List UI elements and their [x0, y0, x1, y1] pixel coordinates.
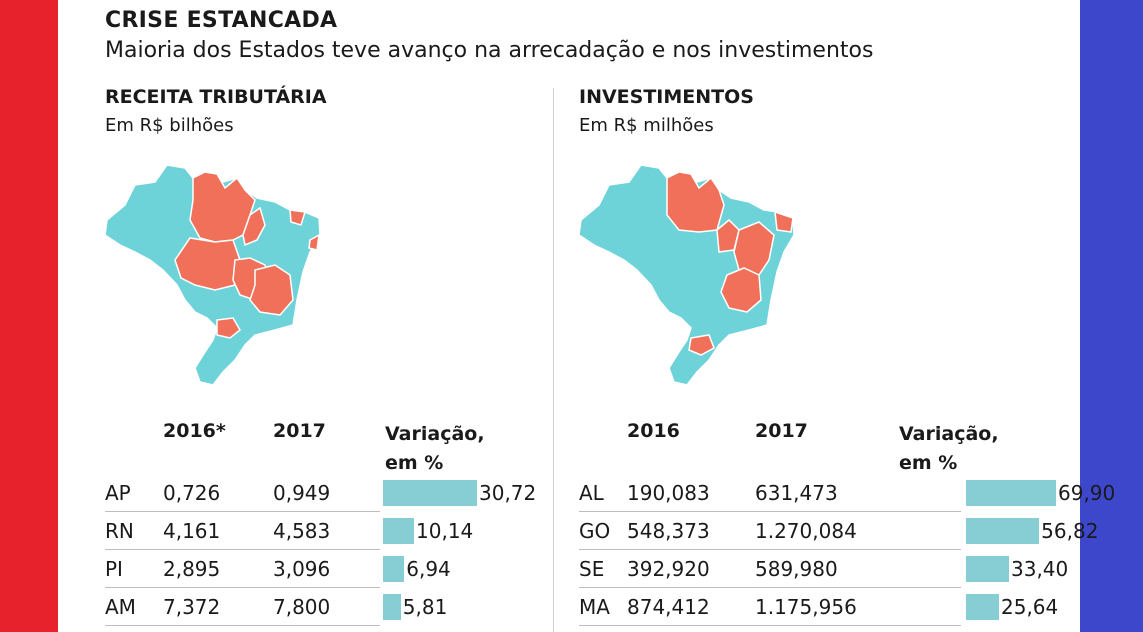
variation-bar [966, 594, 999, 620]
left-color-stripe [0, 0, 58, 632]
col-header-variacao-line1: Variação, [899, 423, 999, 445]
row-separator [105, 511, 380, 512]
value-2017: 0,949 [273, 481, 331, 505]
row-separator [105, 587, 380, 588]
value-2016: 4,161 [163, 519, 221, 543]
infographic-subtitle: Maioria dos Estados teve avanço na arrec… [105, 38, 874, 63]
chart-investimentos: INVESTIMENTOS Em R$ milhões 2016 2017 Va… [579, 0, 1115, 632]
col-header-2017: 2017 [273, 420, 326, 442]
value-2017: 589,980 [755, 557, 838, 581]
value-2017: 1.270,084 [755, 519, 857, 543]
chart-unit: Em R$ milhões [579, 115, 714, 136]
row-separator [105, 625, 380, 626]
map-region-ne [289, 209, 306, 226]
variation-bar [966, 480, 1056, 506]
table-row: AL 190,083 631,473 69,90 [579, 475, 1115, 512]
table-row: RN 4,161 4,583 10,14 [105, 513, 575, 550]
state-code: AM [105, 595, 136, 619]
brazil-map [105, 164, 321, 386]
variation-label: 10,14 [416, 519, 474, 543]
state-code: GO [579, 519, 611, 543]
state-code: MA [579, 595, 610, 619]
variation-label: 56,82 [1041, 519, 1099, 543]
col-header-variacao: Variação, em % [899, 420, 999, 478]
brazil-map [579, 164, 795, 386]
right-color-stripe [1080, 0, 1143, 632]
col-header-2017: 2017 [755, 420, 808, 442]
chart-title: RECEITA TRIBUTÁRIA [105, 86, 327, 108]
state-code: AL [579, 481, 604, 505]
col-header-variacao-line2: em % [899, 452, 958, 474]
chart-receita-tributaria: RECEITA TRIBUTÁRIA Em R$ bilhões 2016* 2… [105, 0, 575, 632]
map-region-south [216, 317, 241, 339]
map-region-ne [774, 210, 794, 233]
variation-label: 25,64 [1001, 595, 1059, 619]
state-code: RN [105, 519, 134, 543]
variation-bar [383, 480, 477, 506]
variation-label: 69,90 [1058, 481, 1116, 505]
value-2016: 2,895 [163, 557, 221, 581]
state-code: PI [105, 557, 123, 581]
col-header-variacao-line1: Variação, [385, 423, 485, 445]
col-header-variacao-line2: em % [385, 452, 444, 474]
map-region-minas [249, 264, 294, 316]
table-row: AP 0,726 0,949 30,72 [105, 475, 575, 512]
map-region-minas [720, 267, 762, 313]
map-region-para [666, 171, 725, 233]
chart-title: INVESTIMENTOS [579, 86, 754, 108]
variation-label: 5,81 [402, 595, 448, 619]
variation-bar [383, 594, 401, 620]
row-separator [579, 625, 961, 626]
map-region-maranhao [242, 206, 266, 247]
value-2016: 548,373 [627, 519, 710, 543]
state-code: SE [579, 557, 605, 581]
value-2017: 7,800 [273, 595, 331, 619]
value-2017: 3,096 [273, 557, 331, 581]
value-2016: 0,726 [163, 481, 221, 505]
table-row: SE 392,920 589,980 33,40 [579, 551, 1068, 588]
row-separator [105, 549, 380, 550]
chart-unit: Em R$ bilhões [105, 115, 234, 136]
infographic-panel: CRISE ESTANCADA Maioria dos Estados teve… [58, 0, 1115, 632]
variation-label: 30,72 [479, 481, 537, 505]
col-header-2016: 2016* [163, 420, 226, 442]
value-2016: 190,083 [627, 481, 710, 505]
value-2017: 631,473 [755, 481, 838, 505]
row-separator [579, 587, 961, 588]
value-2017: 4,583 [273, 519, 331, 543]
value-2016: 874,412 [627, 595, 710, 619]
col-header-2016: 2016 [627, 420, 680, 442]
table-row: AM 7,372 7,800 5,81 [105, 589, 575, 626]
variation-bar [383, 556, 405, 582]
table-row: PI 2,895 3,096 6,94 [105, 551, 575, 588]
infographic-title: CRISE ESTANCADA [105, 8, 338, 33]
row-separator [579, 511, 961, 512]
map-region-mato-grosso [174, 237, 241, 291]
value-2016: 7,372 [163, 595, 221, 619]
variation-label: 6,94 [406, 557, 451, 581]
table-row: GO 548,373 1.270,084 56,82 [579, 513, 1098, 550]
value-2016: 392,920 [627, 557, 710, 581]
variation-label: 33,40 [1011, 557, 1069, 581]
col-header-variacao: Variação, em % [385, 420, 485, 478]
variation-bar [966, 518, 1040, 544]
row-separator [579, 549, 961, 550]
map-region-ne2 [308, 233, 320, 251]
variation-bar [383, 518, 415, 544]
table-row: MA 874,412 1.175,956 25,64 [579, 589, 1058, 626]
variation-bar [966, 556, 1009, 582]
map-region-south [688, 334, 715, 356]
state-code: AP [105, 481, 131, 505]
value-2017: 1.175,956 [755, 595, 857, 619]
map-region-bahia [733, 221, 775, 276]
column-divider [553, 88, 554, 632]
